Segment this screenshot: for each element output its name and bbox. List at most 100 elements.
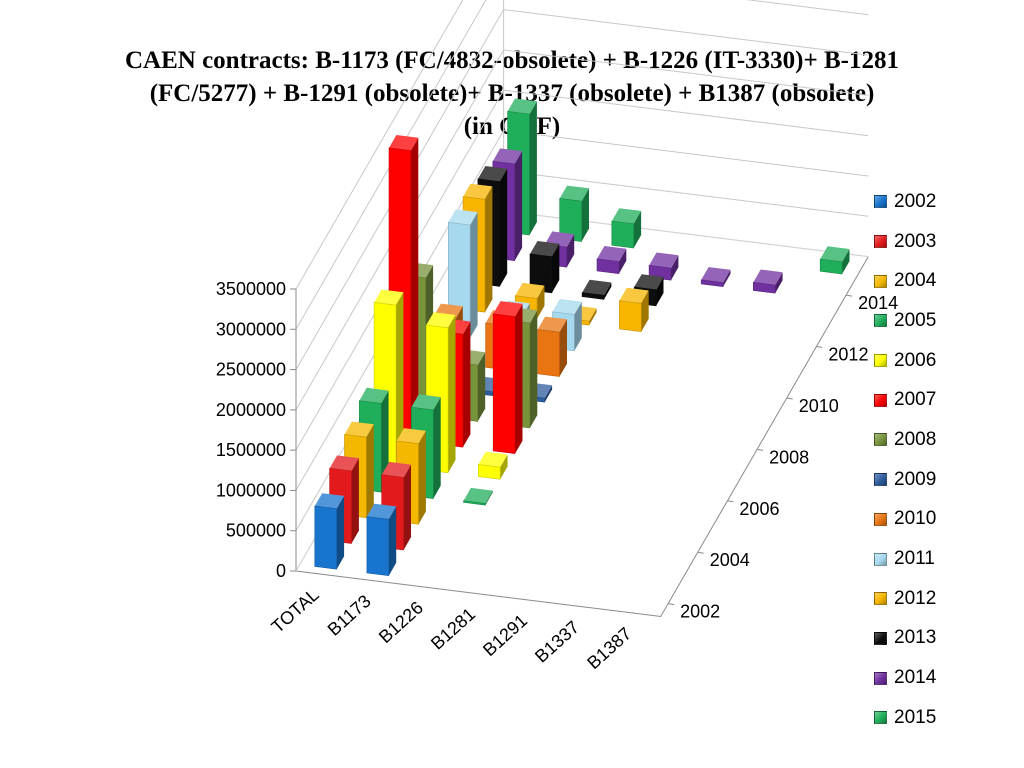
bar-front	[559, 198, 582, 242]
bar-front	[581, 292, 605, 300]
y-tick-label: 2500000	[216, 360, 286, 380]
bar-side	[515, 303, 523, 454]
gridline	[295, 0, 869, 330]
depth-label: 2004	[710, 550, 750, 570]
bar-2006-B1226	[477, 451, 508, 480]
legend-label: 2010	[894, 508, 937, 530]
category-label: B1291	[479, 610, 531, 660]
bar-side	[656, 276, 664, 306]
bar-2013-B1226	[581, 279, 612, 300]
legend-swatch	[874, 473, 887, 487]
legend-label: 2012	[894, 587, 937, 609]
bar-top	[344, 421, 374, 438]
bar-side	[477, 352, 486, 422]
bar-top	[701, 267, 731, 283]
bar-side	[500, 454, 508, 480]
bar-side	[551, 243, 560, 293]
bar-side	[723, 269, 731, 287]
legend-label: 2011	[894, 548, 935, 570]
bar-top	[463, 487, 493, 504]
bar-top	[448, 209, 478, 225]
legend-label: 2008	[894, 428, 937, 450]
category-label: B1226	[375, 597, 427, 647]
y-tick-label: 1500000	[216, 440, 286, 460]
bar-top	[359, 387, 389, 404]
bar-front	[819, 258, 843, 275]
bar-front	[752, 282, 776, 294]
legend-swatch	[874, 195, 887, 209]
chart-title: CAEN contracts: B-1173 (FC/4832-obsolete…	[40, 44, 984, 143]
x-axis-labels: TOTAL B1173 B1226 B1281 B1291 B1337 B1387	[268, 584, 636, 673]
y-tick-label: 3500000	[216, 279, 286, 299]
legend-label: 2013	[894, 627, 937, 649]
legend-item: 2011	[874, 539, 936, 579]
bar-side	[566, 234, 575, 268]
depth-tick	[668, 603, 675, 606]
legend-swatch	[874, 274, 887, 288]
category-label: B1337	[531, 617, 583, 667]
legend-item: 2004	[874, 261, 936, 301]
bar-side	[671, 255, 679, 281]
legend-swatch	[874, 711, 887, 725]
depth-tick	[757, 448, 764, 451]
legend-swatch	[874, 235, 887, 249]
depth-label: 2014	[858, 293, 898, 313]
legend-label: 2006	[894, 349, 937, 371]
bar-top	[515, 282, 545, 299]
bar-2014-B1226	[596, 246, 627, 275]
bar-top	[559, 185, 589, 202]
bar-side	[842, 249, 850, 274]
bar-side	[403, 464, 411, 550]
depth-label: 2010	[799, 396, 839, 416]
bar-front	[463, 500, 486, 506]
legend-item: 2003	[874, 222, 936, 262]
bar-side	[396, 292, 404, 467]
bar-top	[493, 301, 523, 317]
bar-top	[649, 252, 679, 269]
bar-front	[596, 258, 620, 275]
category-label: B1173	[324, 591, 375, 640]
bar-top	[463, 183, 493, 200]
legend-item: 2013	[874, 619, 936, 659]
y-tick-label: 0	[276, 561, 286, 581]
bar-side	[410, 137, 419, 441]
depth-tick	[786, 397, 793, 400]
depth-tick	[727, 500, 734, 503]
bar-side	[529, 310, 538, 428]
depth-tick	[697, 551, 704, 554]
bar-top	[426, 312, 456, 328]
bar-side	[529, 101, 537, 235]
bar-side	[336, 495, 345, 570]
bar-side	[581, 188, 589, 242]
bar-2012-B1281	[619, 287, 649, 332]
category-label: B1281	[427, 604, 479, 654]
legend-swatch	[874, 354, 887, 368]
bar-side	[485, 490, 493, 506]
bar-top	[492, 148, 523, 164]
bar-front	[492, 313, 516, 454]
bar-top	[374, 289, 404, 306]
bar-2015-B1173	[559, 185, 589, 242]
bars	[314, 98, 850, 577]
bar-2005-B1226	[463, 487, 493, 506]
bar-front	[700, 279, 724, 288]
bar-top	[597, 246, 627, 262]
bar-side	[448, 315, 456, 473]
bar-top	[634, 274, 664, 290]
bar-side	[633, 210, 642, 248]
legend-swatch	[874, 671, 887, 685]
bar-2002-TOTAL	[314, 493, 345, 570]
bar-side	[618, 248, 627, 274]
bar-front	[477, 464, 501, 480]
bar-top	[582, 279, 612, 296]
bar-top	[820, 246, 850, 262]
bar-side	[351, 458, 359, 544]
bar-side	[574, 301, 582, 351]
chart-title-line-1: CAEN contracts: B-1173 (FC/4832-obsolete…	[124, 47, 900, 74]
category-label: B1387	[583, 623, 635, 673]
bar-top	[381, 461, 411, 478]
depth-label: 2008	[769, 447, 809, 467]
bar-2007-B1226	[492, 301, 523, 454]
legend-item: 2014	[874, 658, 936, 698]
